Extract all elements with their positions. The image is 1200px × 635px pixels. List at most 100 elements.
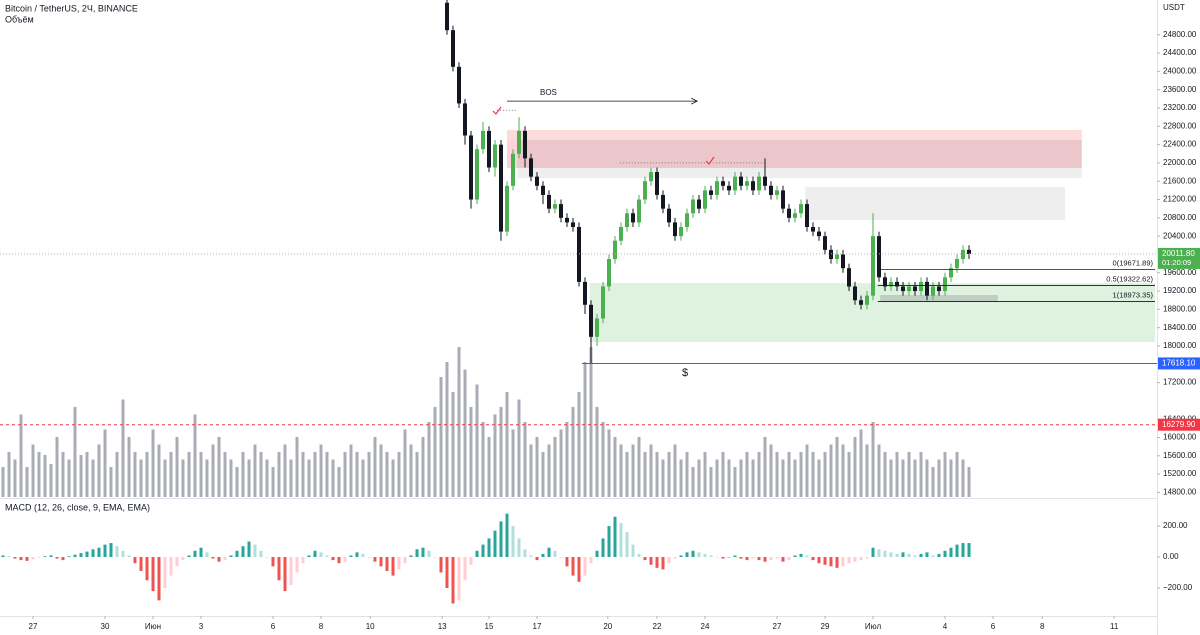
volume-bar bbox=[385, 452, 389, 497]
candle-body bbox=[715, 181, 719, 195]
candle-body bbox=[775, 190, 779, 195]
macd-bar bbox=[469, 557, 473, 565]
macd-bar bbox=[829, 557, 833, 567]
candle-body bbox=[607, 259, 611, 287]
checkmark bbox=[705, 156, 715, 165]
x-tick-label: 20 bbox=[603, 622, 612, 631]
macd-bar bbox=[385, 557, 389, 571]
volume-bar bbox=[319, 444, 323, 497]
candle-body bbox=[943, 277, 947, 292]
volume-bar bbox=[37, 452, 41, 497]
volume-bar bbox=[415, 452, 419, 497]
candle-body bbox=[751, 181, 755, 191]
volume-bar bbox=[409, 444, 413, 497]
volume-bar bbox=[781, 459, 785, 497]
candle-body bbox=[895, 281, 899, 287]
macd-bar bbox=[871, 547, 875, 558]
volume-bar bbox=[643, 452, 647, 497]
volume-bar bbox=[211, 444, 215, 497]
macd-bar bbox=[73, 554, 77, 558]
candle-body bbox=[637, 199, 641, 223]
candle-body bbox=[763, 176, 767, 186]
candle-body bbox=[619, 226, 623, 241]
candles bbox=[445, 0, 971, 364]
zone bbox=[805, 186, 1065, 221]
volume-bar bbox=[529, 444, 533, 497]
macd-bar bbox=[433, 557, 437, 558]
volume-bar bbox=[637, 437, 641, 497]
macd-bar bbox=[751, 557, 755, 559]
volume-bar bbox=[331, 459, 335, 497]
volume-bar bbox=[517, 399, 521, 497]
volume-bar bbox=[577, 392, 581, 497]
volume-bar bbox=[313, 452, 317, 497]
macd-bar bbox=[415, 549, 419, 558]
x-tick-label: 3 bbox=[199, 622, 204, 631]
candle-body bbox=[571, 222, 575, 227]
volume-bar bbox=[85, 452, 89, 497]
candle-body bbox=[475, 149, 479, 200]
x-tick-label: 6 bbox=[271, 622, 276, 631]
macd-bar bbox=[703, 553, 707, 558]
macd-bar bbox=[97, 547, 101, 558]
macd-bar bbox=[517, 538, 521, 558]
volume-bar bbox=[817, 459, 821, 497]
macd-bar bbox=[787, 557, 791, 561]
volume-bar bbox=[871, 422, 875, 497]
candle-body bbox=[649, 172, 653, 182]
volume-bar bbox=[7, 452, 11, 497]
macd-bar bbox=[931, 555, 935, 558]
macd-bar bbox=[823, 557, 827, 565]
volume-bar bbox=[103, 429, 107, 497]
macd-bar bbox=[409, 555, 413, 558]
volume-bar bbox=[925, 459, 929, 497]
macd-bar bbox=[55, 557, 59, 559]
candle-body bbox=[463, 103, 467, 136]
y-tick-label: 20400.00 bbox=[1163, 231, 1197, 240]
x-tick-label: 24 bbox=[701, 622, 710, 631]
volume-bar bbox=[403, 429, 407, 497]
bos-label: BOS bbox=[540, 88, 557, 97]
macd-bar bbox=[169, 557, 173, 576]
volume-bar bbox=[733, 467, 737, 497]
candle-body bbox=[961, 249, 965, 260]
macd-bar bbox=[877, 549, 881, 558]
volume-bar bbox=[553, 437, 557, 497]
y-tick-label: 18400.00 bbox=[1163, 323, 1197, 332]
volume-bar bbox=[523, 422, 527, 497]
volume-bar bbox=[463, 369, 467, 497]
volume-bar bbox=[919, 452, 923, 497]
candle-body bbox=[583, 281, 587, 305]
volume-bar bbox=[709, 467, 713, 497]
volume-bar bbox=[697, 459, 701, 497]
macd-bar bbox=[79, 553, 83, 558]
volume-bar bbox=[673, 444, 677, 497]
macd-bar bbox=[895, 553, 899, 558]
candle-body bbox=[817, 231, 821, 237]
candle-body bbox=[913, 286, 917, 292]
macd-bar bbox=[307, 555, 311, 558]
checkmark bbox=[492, 106, 502, 115]
macd-bar bbox=[223, 557, 227, 561]
candle-body bbox=[745, 181, 749, 186]
candle-body bbox=[709, 190, 713, 195]
macd-bar bbox=[793, 555, 797, 558]
macd-bar bbox=[583, 557, 587, 576]
volume-bar bbox=[757, 452, 761, 497]
volume-bar bbox=[499, 407, 503, 497]
candle-body bbox=[859, 300, 863, 305]
macd-bar bbox=[187, 555, 191, 558]
volume-bar bbox=[457, 347, 461, 497]
candle-body bbox=[565, 217, 569, 223]
y-tick-label: 17200.00 bbox=[1163, 378, 1197, 387]
y-tick-label: 14800.00 bbox=[1163, 488, 1197, 497]
volume-bar bbox=[367, 452, 371, 497]
volume-bar bbox=[451, 392, 455, 497]
last-price-box bbox=[1158, 247, 1200, 269]
x-tick-label: 6 bbox=[991, 622, 996, 631]
candle-body bbox=[625, 213, 629, 227]
candle-body bbox=[769, 185, 773, 195]
candle-body bbox=[877, 236, 881, 278]
candle-body bbox=[523, 130, 527, 159]
